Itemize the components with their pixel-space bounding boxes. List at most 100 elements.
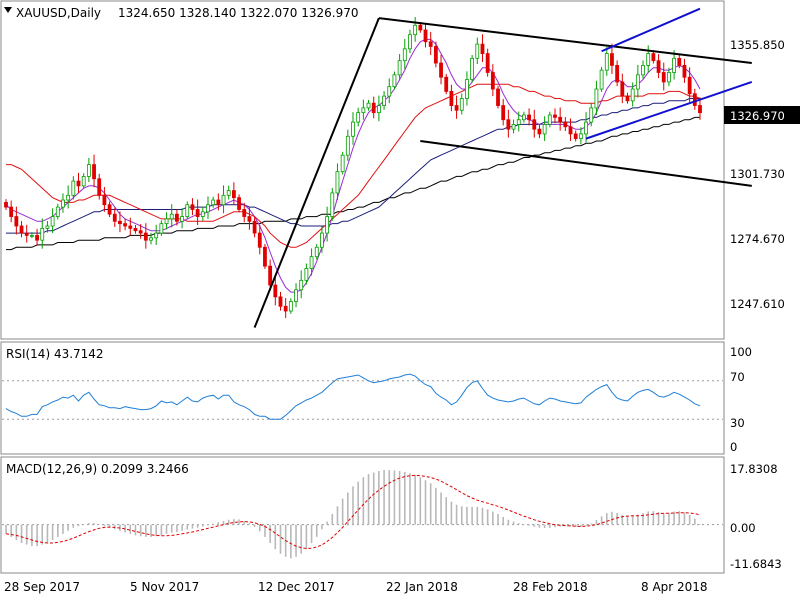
candle-bull (206, 204, 210, 213)
date-label: 28 Sep 2017 (4, 580, 80, 594)
candle-bull (630, 88, 635, 102)
candle-bull (376, 105, 381, 114)
rsi-tick-label: 70 (730, 370, 745, 384)
candle-bull (200, 211, 205, 217)
rsi-title: RSI(14) 43.7142 (6, 347, 104, 361)
candle-bull (335, 171, 340, 194)
candle-bear (563, 121, 568, 128)
candle-bull (304, 268, 309, 281)
candle-bull (288, 301, 293, 312)
candle-bear (24, 232, 29, 236)
price-tick-label: 1301.730 (730, 167, 785, 181)
candle-bear (263, 246, 267, 267)
candle-bull (211, 199, 216, 206)
candle-bull (185, 204, 190, 217)
candle-bull (180, 216, 184, 222)
candle-bear (656, 60, 661, 73)
candle-bear (485, 53, 490, 73)
date-label: 5 Nov 2017 (130, 580, 199, 594)
rsi-line (5, 373, 701, 420)
candle-bear (257, 232, 262, 248)
candle-bull (61, 199, 65, 208)
candle-bull (40, 227, 45, 241)
candle-bear (112, 213, 117, 222)
candle-bull (164, 218, 169, 225)
candle-bull (547, 114, 552, 125)
candle-bear (252, 220, 257, 234)
candle-bull (314, 246, 319, 258)
candle-bull (86, 164, 91, 177)
candle-bull (667, 72, 671, 83)
candle-bear (501, 105, 506, 121)
candle-bear (283, 305, 288, 312)
ma-navy-line (6, 98, 700, 234)
candle-bear (682, 65, 687, 78)
candle-bear (433, 46, 438, 64)
ma-black-line (6, 116, 700, 251)
candle-bear (138, 230, 143, 234)
candle-bull (542, 124, 547, 135)
candle-bear (615, 65, 620, 83)
candle-bull (361, 107, 366, 114)
rsi-tick-label: 100 (730, 345, 752, 359)
candle-bull (320, 232, 324, 248)
candle-bull (459, 98, 464, 111)
trendline-channel-upper-blue (601, 7, 701, 53)
candle-bear (14, 216, 19, 227)
candle-bull (66, 194, 71, 201)
candle-bull (470, 57, 475, 80)
triangle-down-icon[interactable] (4, 7, 12, 13)
candle-bear (371, 102, 376, 114)
candle-bear (92, 164, 96, 180)
candle-bull (392, 74, 397, 88)
candle-bear (247, 216, 252, 222)
candle-bear (537, 128, 542, 135)
candle-bull (55, 206, 60, 217)
candle-bear (661, 72, 666, 83)
candle-bear (610, 53, 614, 66)
candle-bull (604, 53, 609, 71)
candle-bull (221, 194, 226, 206)
candle-bear (195, 209, 200, 217)
macd-signal-line (5, 474, 701, 550)
candle-bull (330, 192, 335, 217)
candle-bear (128, 225, 133, 229)
candle-bear (677, 57, 682, 66)
candle-bull (408, 34, 412, 50)
candle-bull (594, 88, 599, 109)
date-label: 12 Dec 2017 (258, 580, 335, 594)
ma-red-line (6, 83, 701, 248)
candle-bull (646, 53, 651, 66)
time-axis: 28 Sep 2017 5 Nov 2017 12 Dec 2017 22 Ja… (4, 580, 708, 594)
candle-bull (599, 69, 604, 90)
candle-bear (428, 41, 433, 47)
candle-bull (309, 256, 314, 269)
candle-bear (506, 119, 511, 130)
candle-bear (190, 204, 195, 210)
trendline-channel-lower-blue (585, 80, 753, 140)
candle-bull (511, 124, 516, 130)
candle-bull (635, 74, 640, 90)
rsi-tick-label: 30 (730, 416, 745, 430)
candle-bull (356, 112, 361, 123)
macd-tick-label: -11.6843 (730, 557, 782, 571)
candle-bull (402, 48, 407, 62)
candle-bull (351, 121, 355, 137)
price-tick-label: 1355.850 (730, 38, 785, 52)
candle-bear (231, 190, 236, 199)
price-tick-label: 1247.610 (730, 297, 785, 311)
candle-bear (4, 201, 8, 208)
candle-bull (345, 135, 350, 156)
candle-bear (107, 204, 112, 215)
candle-bull (159, 223, 164, 234)
macd-title: MACD(12,26,9) 0.2099 3.2466 (6, 462, 189, 476)
candle-bull (154, 232, 159, 239)
price-panel-frame (0, 0, 725, 340)
candle-bull (672, 57, 677, 73)
candle-bear (97, 178, 102, 196)
candle-bull (45, 225, 50, 229)
date-label: 8 Apr 2018 (641, 580, 708, 594)
candle-bear (133, 227, 138, 232)
candle-bear (118, 220, 122, 225)
